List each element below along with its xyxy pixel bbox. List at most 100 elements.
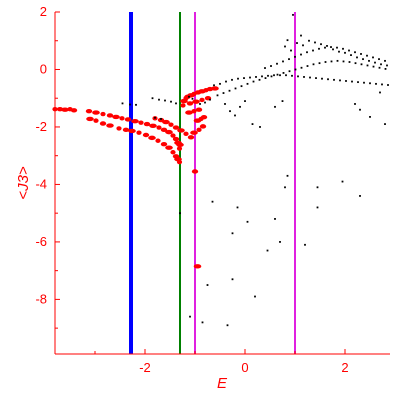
y-tick-label: -8	[35, 291, 47, 306]
data-point-red	[70, 108, 78, 113]
data-point-black	[306, 65, 309, 67]
data-point-black	[350, 54, 352, 57]
data-point-black	[135, 103, 137, 106]
data-point-black	[381, 83, 383, 86]
data-point-black	[296, 42, 298, 44]
data-point-red	[155, 138, 161, 143]
data-point-black	[251, 123, 254, 125]
data-point-black	[363, 81, 365, 84]
data-point-black	[231, 78, 233, 81]
data-point-red	[190, 130, 198, 135]
data-point-black	[362, 58, 364, 61]
data-point-black	[294, 68, 297, 71]
data-point-red	[116, 126, 122, 131]
data-point-black	[360, 63, 363, 66]
data-point-black	[274, 218, 276, 220]
data-point-black	[386, 64, 388, 67]
data-point-red	[168, 122, 174, 127]
data-point-red	[93, 118, 99, 123]
vertical-lines-layer	[129, 12, 296, 354]
data-point-red	[124, 117, 132, 122]
data-point-black	[387, 84, 389, 86]
data-point-black	[244, 100, 246, 102]
data-point-black	[291, 74, 293, 77]
data-point-red	[99, 121, 107, 126]
data-point-black	[332, 48, 334, 51]
data-point-black	[211, 200, 214, 203]
data-point-black	[300, 66, 303, 69]
data-point-black	[326, 45, 328, 47]
data-point-black	[303, 76, 305, 78]
data-point-red	[200, 114, 208, 120]
data-point-black	[357, 81, 359, 84]
data-point-red	[148, 135, 156, 141]
data-point-black	[246, 82, 249, 85]
data-point-black	[240, 85, 243, 88]
data-point-black	[267, 74, 269, 77]
data-point-black	[378, 58, 380, 61]
data-point-red	[180, 103, 186, 108]
data-point-red	[185, 110, 193, 115]
data-point-black	[279, 74, 281, 77]
data-point-red	[138, 120, 144, 125]
data-point-red	[106, 113, 114, 118]
data-point-red	[170, 133, 176, 138]
data-point-black	[231, 278, 234, 281]
data-point-black	[360, 53, 362, 55]
data-point-black	[338, 50, 340, 53]
data-point-red	[61, 107, 69, 112]
data-point-red	[165, 145, 173, 150]
data-point-black	[234, 114, 236, 117]
data-point-black	[282, 72, 285, 74]
data-point-red	[199, 97, 205, 103]
data-point-black	[379, 91, 381, 94]
data-point-black	[279, 241, 281, 243]
data-point-black	[228, 89, 231, 92]
data-point-black	[306, 51, 308, 54]
data-point-black	[378, 66, 381, 69]
data-point-black	[288, 58, 290, 61]
data-point-black	[324, 46, 326, 49]
data-point-black	[294, 55, 296, 58]
data-point-black	[330, 60, 333, 63]
data-point-black	[372, 56, 374, 59]
data-point-black	[286, 174, 289, 177]
data-point-black	[359, 108, 361, 111]
data-point-black	[354, 51, 356, 54]
data-point-black	[224, 103, 226, 105]
data-point-black	[336, 59, 339, 62]
data-point-black	[222, 92, 225, 94]
data-point-black	[259, 126, 261, 128]
data-point-red	[176, 142, 184, 147]
data-point-black	[316, 206, 319, 209]
data-point-black	[285, 74, 287, 77]
data-point-black	[201, 321, 204, 324]
data-point-black	[274, 105, 276, 108]
data-point-black	[188, 95, 190, 98]
data-point-black	[229, 110, 231, 113]
data-point-black	[369, 115, 371, 118]
data-point-red	[172, 125, 180, 130]
data-point-black	[356, 56, 358, 59]
y-tick-label: 2	[40, 4, 47, 19]
data-point-black	[179, 212, 181, 215]
y-tick-label: 0	[40, 61, 47, 76]
y-tick-label: -4	[35, 176, 47, 191]
data-point-black	[164, 99, 166, 102]
data-point-black	[284, 186, 286, 189]
data-point-red	[156, 125, 162, 130]
data-point-red	[187, 135, 195, 140]
data-point-red	[199, 124, 207, 129]
ticks-layer: -2 0 2 2 0 -2 -4 -6 -8	[35, 4, 348, 375]
data-point-black	[320, 43, 322, 46]
data-point-black	[321, 77, 323, 80]
x-axis-title: E	[217, 375, 228, 392]
x-tick-label: -2	[139, 360, 151, 375]
data-point-black	[312, 49, 314, 52]
data-point-black	[368, 59, 370, 62]
data-point-red	[196, 127, 202, 133]
data-point-black	[286, 39, 289, 42]
data-point-red	[186, 101, 194, 106]
data-point-black	[270, 75, 273, 78]
data-point-red	[160, 127, 168, 133]
